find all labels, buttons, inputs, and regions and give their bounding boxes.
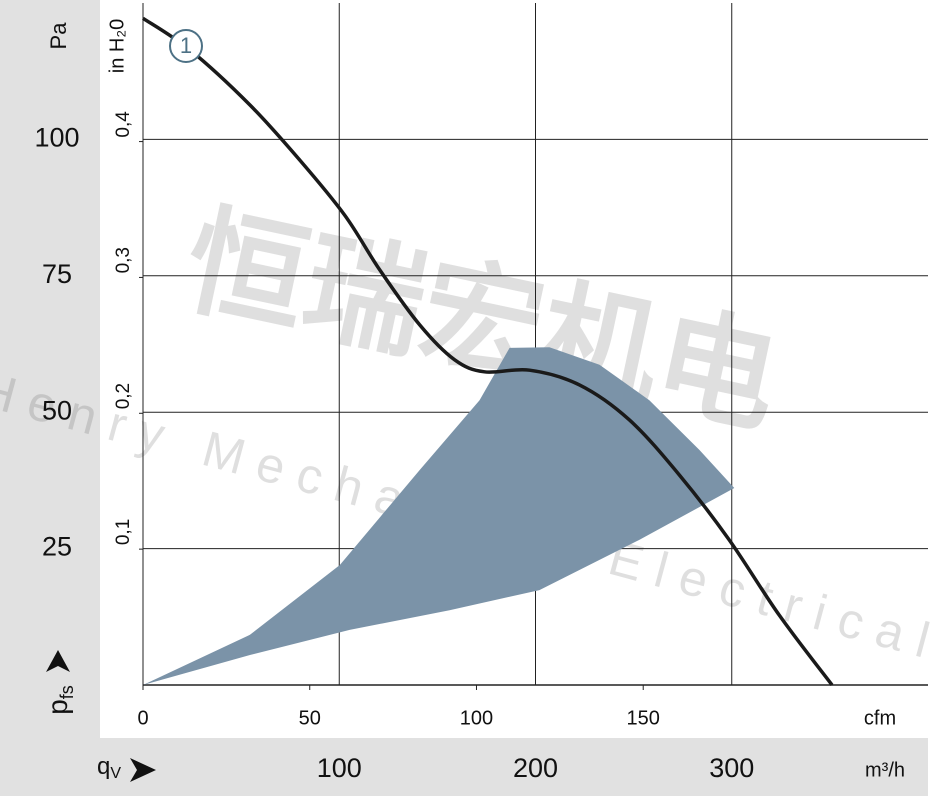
x-symbol: qV (97, 753, 121, 782)
x-symbol-sub: V (110, 765, 121, 782)
y-symbol: pfs (42, 685, 76, 715)
y-symbol-sub: fs (57, 685, 77, 699)
y-arrow (46, 650, 70, 672)
y2-tick-label: 0,4 (113, 111, 134, 138)
x2-tick-label: 150 (627, 707, 660, 729)
y2-tick-label: 0,3 (113, 247, 134, 273)
curve-label-circle (169, 29, 203, 63)
x-symbol-main: q (97, 753, 110, 780)
x2-tick-label: 100 (460, 707, 493, 729)
curve (142, 16, 834, 687)
left-band (0, 0, 100, 738)
x-tick-label: 100 (317, 753, 362, 783)
y-tick-label: 50 (42, 395, 72, 425)
y-symbol-main: p (42, 699, 73, 715)
x-arrow (130, 758, 156, 782)
y-label: Pa (46, 22, 71, 50)
y2-label: in H₂0 (106, 19, 128, 73)
operating-region (143, 347, 735, 685)
x2-tick-label: 50 (299, 707, 321, 729)
y-symbol-text: pfs (42, 685, 76, 715)
bottom-band (0, 738, 928, 796)
x-tick-label: 200 (513, 753, 558, 783)
x2-label: cfm (864, 707, 896, 729)
x-tick-label: 300 (709, 753, 754, 783)
x2-tick-label: 0 (137, 707, 148, 729)
y-tick-label: 100 (34, 123, 79, 153)
y-tick-label: 25 (42, 532, 72, 562)
curve-label: 1 (180, 33, 192, 58)
y-tick-label: 75 (42, 259, 72, 289)
x-label: m³/h (865, 759, 905, 781)
y2-tick-label: 0,1 (113, 519, 134, 545)
y2-tick-label: 0,2 (113, 383, 134, 409)
